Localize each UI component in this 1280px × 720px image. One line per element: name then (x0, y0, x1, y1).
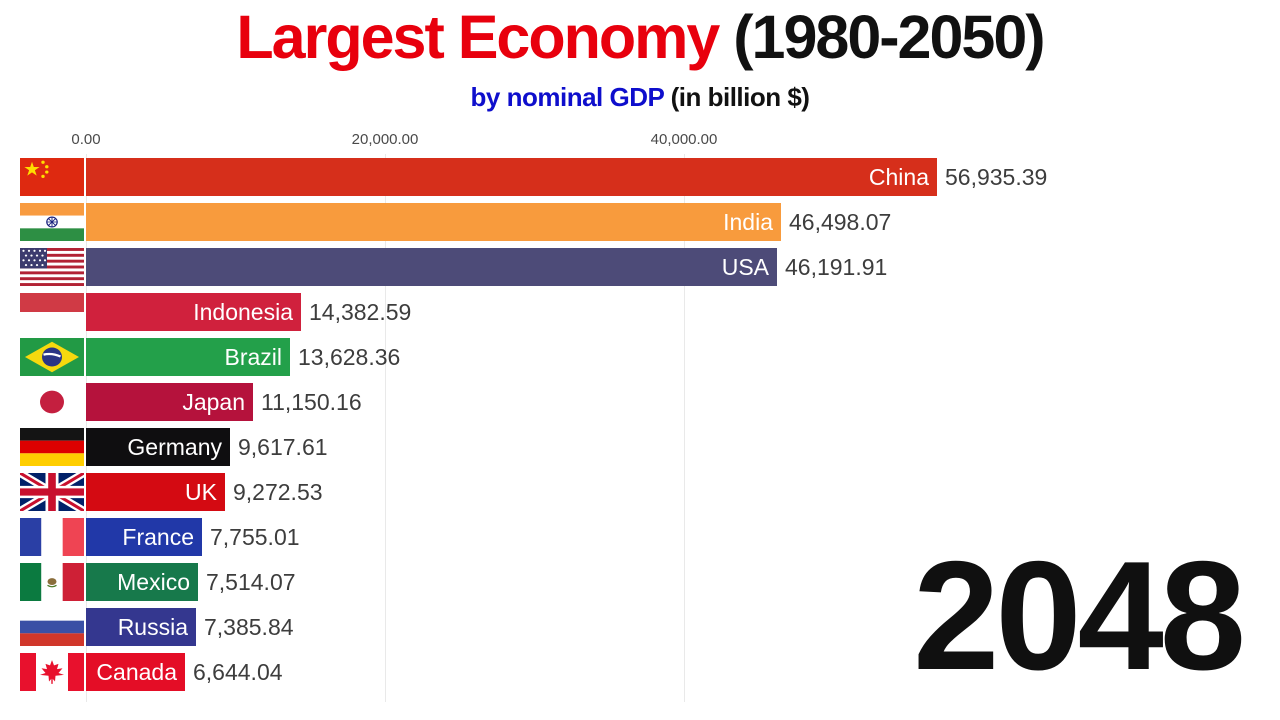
country-label: Brazil (224, 343, 282, 370)
bar-row-brazil: Brazil 13,628.36 (0, 338, 1280, 376)
gdp-bar: Mexico (86, 563, 198, 601)
gdp-bar: Germany (86, 428, 230, 466)
title-year-range: (1980-2050) (718, 3, 1045, 71)
gdp-bar: France (86, 518, 202, 556)
gdp-value-label: 7,514.07 (206, 569, 296, 595)
gdp-value-label: 13,628.36 (298, 344, 401, 370)
x-axis-tick: 20,000.00 (351, 131, 419, 148)
x-axis-tick: 40,000.00 (650, 131, 718, 148)
subtitle-main: by nominal GDP (470, 82, 665, 112)
country-label: USA (721, 253, 769, 280)
country-label: Indonesia (193, 298, 293, 325)
gdp-value-label: 9,272.53 (233, 479, 323, 505)
page-subtitle: by nominal GDP (in billion $) (0, 82, 1280, 113)
gdp-value-label: 14,382.59 (309, 299, 412, 325)
country-label: Mexico (117, 568, 190, 595)
country-label: India (723, 208, 773, 235)
japan-flag-icon (20, 383, 84, 421)
bar-row-mexico: Mexico 7,514.07 (0, 563, 1280, 601)
gdp-bar: USA (86, 248, 777, 286)
country-label: France (122, 523, 194, 550)
gdp-value-label: 7,385.84 (204, 614, 294, 640)
gdp-value-label: 6,644.04 (193, 659, 283, 685)
title-main: Largest Economy (236, 3, 720, 71)
subtitle-unit: (in billion $) (663, 82, 810, 112)
bar-row-indonesia: Indonesia 14,382.59 (0, 293, 1280, 331)
gdp-bar: Canada (86, 653, 185, 691)
gdp-value-label: 56,935.39 (945, 164, 1048, 190)
country-label: China (868, 163, 929, 190)
france-flag-icon (20, 518, 84, 556)
bar-row-france: France 7,755.01 (0, 518, 1280, 556)
page-title: Largest Economy (1980-2050) (0, 3, 1280, 71)
bar-row-usa: USA 46,191.91 (0, 248, 1280, 286)
gdp-bar: Japan (86, 383, 253, 421)
uk-flag-icon (20, 473, 84, 511)
country-label: Japan (182, 388, 245, 415)
country-label: Germany (127, 433, 222, 460)
gdp-bar: China (86, 158, 937, 196)
china-flag-icon (20, 158, 84, 196)
bar-row-russia: Russia 7,385.84 (0, 608, 1280, 646)
usa-flag-icon (20, 248, 84, 286)
gridline (385, 154, 386, 702)
russia-flag-icon (20, 608, 84, 646)
india-flag-icon (20, 203, 84, 241)
gridline (684, 154, 685, 702)
gdp-value-label: 11,150.16 (261, 389, 362, 415)
country-label: UK (185, 478, 217, 505)
gdp-value-label: 9,617.61 (238, 434, 328, 460)
year-label: 2048 (913, 529, 1246, 702)
gdp-value-label: 46,498.07 (789, 209, 892, 235)
canada-flag-icon (20, 653, 84, 691)
gdp-bar: India (86, 203, 781, 241)
bar-row-uk: UK 9,272.53 (0, 473, 1280, 511)
country-label: Russia (117, 613, 188, 640)
gdp-bar: Brazil (86, 338, 290, 376)
x-axis-tick: 0.00 (71, 131, 101, 148)
gdp-bar: UK (86, 473, 225, 511)
country-label: Canada (96, 658, 177, 685)
germany-flag-icon (20, 428, 84, 466)
bar-row-canada: Canada 6,644.04 (0, 653, 1280, 691)
gdp-bar: Indonesia (86, 293, 301, 331)
mexico-flag-icon (20, 563, 84, 601)
brazil-flag-icon (20, 338, 84, 376)
bar-row-germany: Germany 9,617.61 (0, 428, 1280, 466)
gdp-bar: Russia (86, 608, 196, 646)
gdp-value-label: 46,191.91 (785, 254, 888, 280)
bar-row-japan: Japan 11,150.16 (0, 383, 1280, 421)
bar-row-china: China 56,935.39 (0, 158, 1280, 196)
gdp-value-label: 7,755.01 (210, 524, 300, 550)
bar-row-india: India 46,498.07 (0, 203, 1280, 241)
indonesia-flag-icon (20, 293, 84, 331)
